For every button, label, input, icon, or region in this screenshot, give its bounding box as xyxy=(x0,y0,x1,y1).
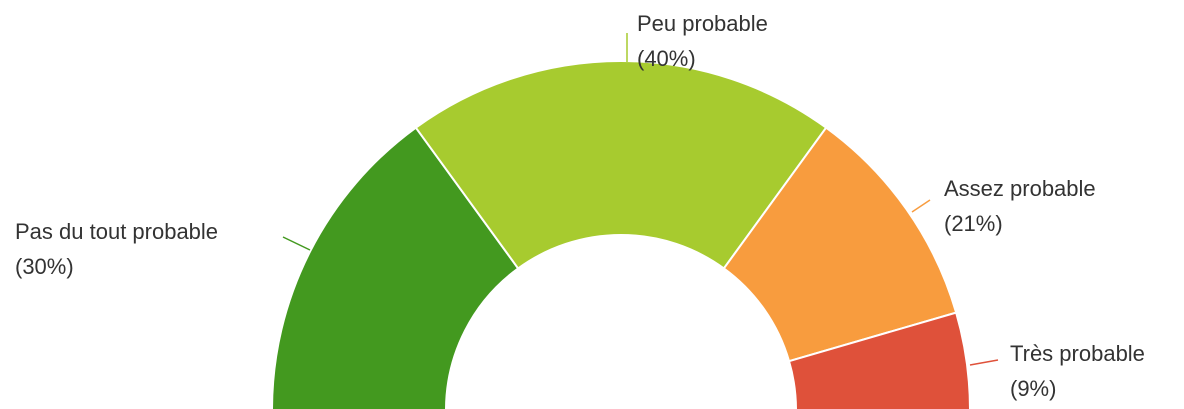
slice xyxy=(414,60,828,270)
slice-value-label: (9%) xyxy=(1010,376,1056,401)
slice-value-label: (21%) xyxy=(944,211,1003,236)
slice-value-label: (40%) xyxy=(637,46,696,71)
leader-line xyxy=(911,199,931,213)
slice-label: Assez probable xyxy=(944,176,1096,201)
slice-label: Peu probable xyxy=(637,11,768,36)
slice-label: Très probable xyxy=(1010,341,1145,366)
leader-line xyxy=(969,359,999,366)
slice-label: Pas du tout probable xyxy=(15,219,218,244)
slice xyxy=(787,311,971,409)
slice xyxy=(271,126,520,409)
leader-line xyxy=(282,236,311,251)
slice-value-label: (30%) xyxy=(15,254,74,279)
